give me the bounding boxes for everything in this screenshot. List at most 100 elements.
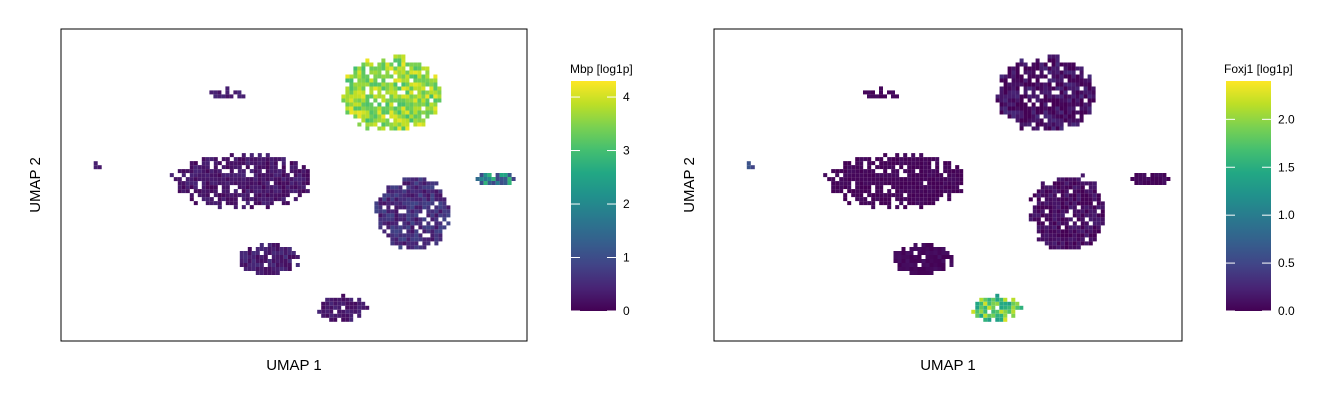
cell-point <box>189 197 194 202</box>
cell-point <box>345 313 350 318</box>
cell-point <box>369 114 374 119</box>
cell-point <box>225 189 230 194</box>
cell-point <box>1060 241 1065 246</box>
cell-point <box>249 185 254 190</box>
cell-point <box>913 263 918 267</box>
cell-point <box>421 110 426 115</box>
cell-point <box>402 217 407 222</box>
cell-point <box>1067 102 1072 107</box>
cell-point <box>369 118 374 123</box>
cell-point <box>369 102 374 107</box>
cell-point <box>1044 205 1049 210</box>
cell-point <box>999 90 1004 95</box>
cell-point <box>385 110 390 115</box>
cell-point <box>947 165 952 170</box>
cell-point <box>209 185 214 190</box>
cell-point <box>1048 221 1053 226</box>
cell-point <box>442 213 447 218</box>
cell-point <box>381 58 386 63</box>
cell-point <box>1059 110 1064 115</box>
cell-point <box>1035 86 1040 91</box>
cell-point <box>1075 78 1080 83</box>
cell-point <box>1048 213 1053 218</box>
cell-point <box>394 225 399 230</box>
cell-point <box>921 251 926 255</box>
cell-point <box>883 169 888 174</box>
cell-point <box>1092 181 1097 186</box>
cell-point <box>1043 106 1048 111</box>
cell-point <box>353 82 358 87</box>
cell-point <box>390 225 395 230</box>
cell-point <box>193 177 198 182</box>
cell-point <box>1031 94 1036 99</box>
cell-point <box>181 189 186 194</box>
cell-point <box>409 106 414 111</box>
cell-point <box>1048 193 1053 198</box>
cell-point <box>438 205 443 210</box>
cell-point <box>271 267 276 271</box>
cell-point <box>421 82 426 87</box>
cell-point <box>425 66 430 71</box>
cell-point <box>1096 225 1101 230</box>
cell-point <box>229 201 234 206</box>
cell-point <box>273 161 278 166</box>
cell-point <box>1068 225 1073 230</box>
cell-point <box>951 181 956 186</box>
cell-point <box>1083 110 1088 115</box>
cell-point <box>233 161 238 166</box>
cell-point <box>413 74 418 79</box>
cell-point <box>991 301 996 306</box>
cell-point <box>243 267 248 271</box>
cell-point <box>257 161 262 166</box>
cell-point <box>859 185 864 190</box>
cell-point <box>1040 213 1045 218</box>
cell-point <box>1027 110 1032 115</box>
cell-point <box>899 157 904 162</box>
cell-point <box>955 181 960 186</box>
cell-point <box>867 185 872 190</box>
cell-point <box>249 177 254 182</box>
cell-point <box>925 243 930 247</box>
cell-point <box>1007 305 1012 310</box>
cell-point <box>261 177 266 182</box>
cell-point <box>345 94 350 99</box>
cell-point <box>843 165 848 170</box>
cell-point <box>1088 229 1093 234</box>
cell-point <box>429 86 434 91</box>
point-cloud-foxj1 <box>746 54 1171 322</box>
cell-point <box>426 241 431 246</box>
cell-point <box>277 169 282 174</box>
cell-point <box>422 205 427 210</box>
cell-point <box>1011 297 1016 302</box>
cell-point <box>181 169 186 174</box>
cell-point <box>398 241 403 246</box>
cell-point <box>917 247 922 251</box>
cell-point <box>381 126 386 131</box>
cell-point <box>357 86 362 91</box>
cell-point <box>243 263 248 267</box>
cell-point <box>434 181 439 186</box>
cell-point <box>1084 205 1089 210</box>
cell-point <box>1080 221 1085 226</box>
cell-point <box>401 94 406 99</box>
cell-point <box>933 263 938 267</box>
cell-point <box>1087 78 1092 83</box>
cell-point <box>377 74 382 79</box>
cell-point <box>390 237 395 242</box>
cell-point <box>414 197 419 202</box>
cell-point <box>421 122 426 127</box>
cell-point <box>1031 70 1036 75</box>
cell-point <box>394 213 399 218</box>
cell-point <box>1092 225 1097 230</box>
cell-point <box>1040 193 1045 198</box>
cell-point <box>243 251 248 255</box>
cell-point <box>201 197 206 202</box>
cell-point <box>911 197 916 202</box>
cell-point <box>349 305 354 310</box>
cell-point <box>349 309 354 314</box>
cell-point <box>257 193 262 198</box>
cell-point <box>373 66 378 71</box>
cell-point <box>410 177 415 182</box>
cell-point <box>213 189 218 194</box>
cell-point <box>275 263 280 267</box>
